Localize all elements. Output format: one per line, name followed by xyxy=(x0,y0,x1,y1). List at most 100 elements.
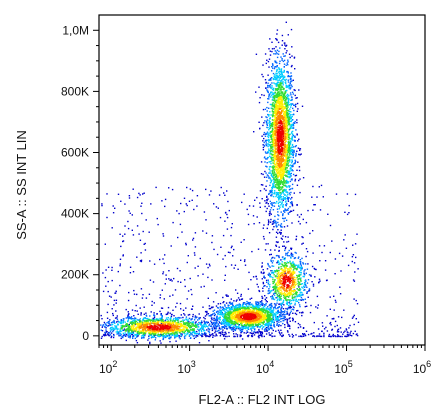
event-point xyxy=(312,185,314,188)
event-point xyxy=(298,302,300,304)
event-point xyxy=(280,89,282,91)
event-point xyxy=(256,304,259,306)
event-point xyxy=(276,319,278,321)
event-point xyxy=(286,330,289,332)
event-point xyxy=(165,274,167,276)
event-point xyxy=(288,116,291,119)
event-point xyxy=(204,321,206,324)
event-point xyxy=(271,192,274,194)
event-point xyxy=(253,308,255,310)
event-point xyxy=(152,319,155,321)
event-point xyxy=(258,328,260,331)
event-point xyxy=(318,282,320,284)
event-point xyxy=(171,320,174,322)
event-point xyxy=(346,335,349,337)
event-point xyxy=(266,301,268,303)
event-point xyxy=(234,309,237,311)
event-point xyxy=(272,185,274,188)
event-point xyxy=(272,256,274,259)
event-point xyxy=(273,96,275,98)
event-point xyxy=(273,75,275,77)
event-point xyxy=(282,175,284,177)
event-point xyxy=(282,301,284,303)
event-point xyxy=(273,306,275,309)
event-point xyxy=(268,93,271,95)
event-point xyxy=(111,323,114,326)
event-point xyxy=(115,331,117,333)
event-point xyxy=(215,333,217,335)
event-point xyxy=(277,53,280,55)
event-point xyxy=(292,263,295,266)
event-point xyxy=(276,56,279,59)
event-point xyxy=(347,264,350,267)
event-point xyxy=(267,219,270,221)
event-point xyxy=(216,321,218,324)
event-point xyxy=(111,324,113,326)
event-point xyxy=(334,258,337,260)
event-point xyxy=(292,269,295,271)
event-point xyxy=(278,324,280,326)
event-point xyxy=(286,191,289,194)
event-point xyxy=(208,332,211,334)
event-point xyxy=(129,266,132,268)
event-point xyxy=(120,330,122,332)
event-point xyxy=(261,324,263,327)
event-point xyxy=(270,147,273,149)
event-point xyxy=(276,312,279,315)
event-point xyxy=(273,280,275,283)
event-point xyxy=(101,330,104,332)
event-point xyxy=(276,273,278,275)
event-point xyxy=(284,318,286,321)
event-point xyxy=(284,264,287,266)
event-point xyxy=(226,335,228,338)
event-point xyxy=(278,67,280,69)
event-point xyxy=(211,235,214,237)
event-point xyxy=(194,254,196,256)
event-point xyxy=(301,292,303,294)
event-point xyxy=(285,85,287,87)
event-point xyxy=(303,333,306,335)
event-point xyxy=(224,311,227,314)
event-point xyxy=(275,109,277,111)
event-point xyxy=(233,248,235,251)
event-point xyxy=(276,302,278,304)
event-point xyxy=(142,318,145,321)
event-point xyxy=(292,127,294,129)
event-point xyxy=(174,337,176,339)
event-point xyxy=(253,223,255,225)
event-point xyxy=(274,313,276,315)
event-point xyxy=(124,225,126,227)
event-point xyxy=(265,122,268,124)
event-point xyxy=(231,302,234,304)
event-point xyxy=(226,319,228,321)
event-point xyxy=(172,319,174,321)
event-point xyxy=(267,127,269,129)
event-point xyxy=(287,109,290,112)
event-point xyxy=(129,212,131,214)
event-point xyxy=(129,335,131,337)
event-point xyxy=(272,297,274,299)
event-point xyxy=(141,212,143,215)
event-point xyxy=(287,262,290,264)
event-point xyxy=(288,154,291,156)
event-point xyxy=(291,55,293,57)
event-point xyxy=(205,325,208,327)
event-point xyxy=(266,123,268,125)
event-point xyxy=(321,322,324,324)
event-point xyxy=(289,82,291,85)
event-point xyxy=(300,265,302,267)
event-point xyxy=(228,307,230,309)
event-point xyxy=(288,113,291,115)
event-point xyxy=(247,324,249,326)
event-point xyxy=(288,53,291,55)
event-point xyxy=(297,309,299,312)
event-point xyxy=(154,327,156,329)
event-point xyxy=(273,226,275,228)
event-point xyxy=(279,196,282,198)
event-point xyxy=(129,327,132,329)
event-point xyxy=(288,143,290,146)
event-point xyxy=(167,306,170,309)
event-point xyxy=(119,332,122,335)
event-point xyxy=(135,304,137,307)
event-point xyxy=(274,270,276,272)
